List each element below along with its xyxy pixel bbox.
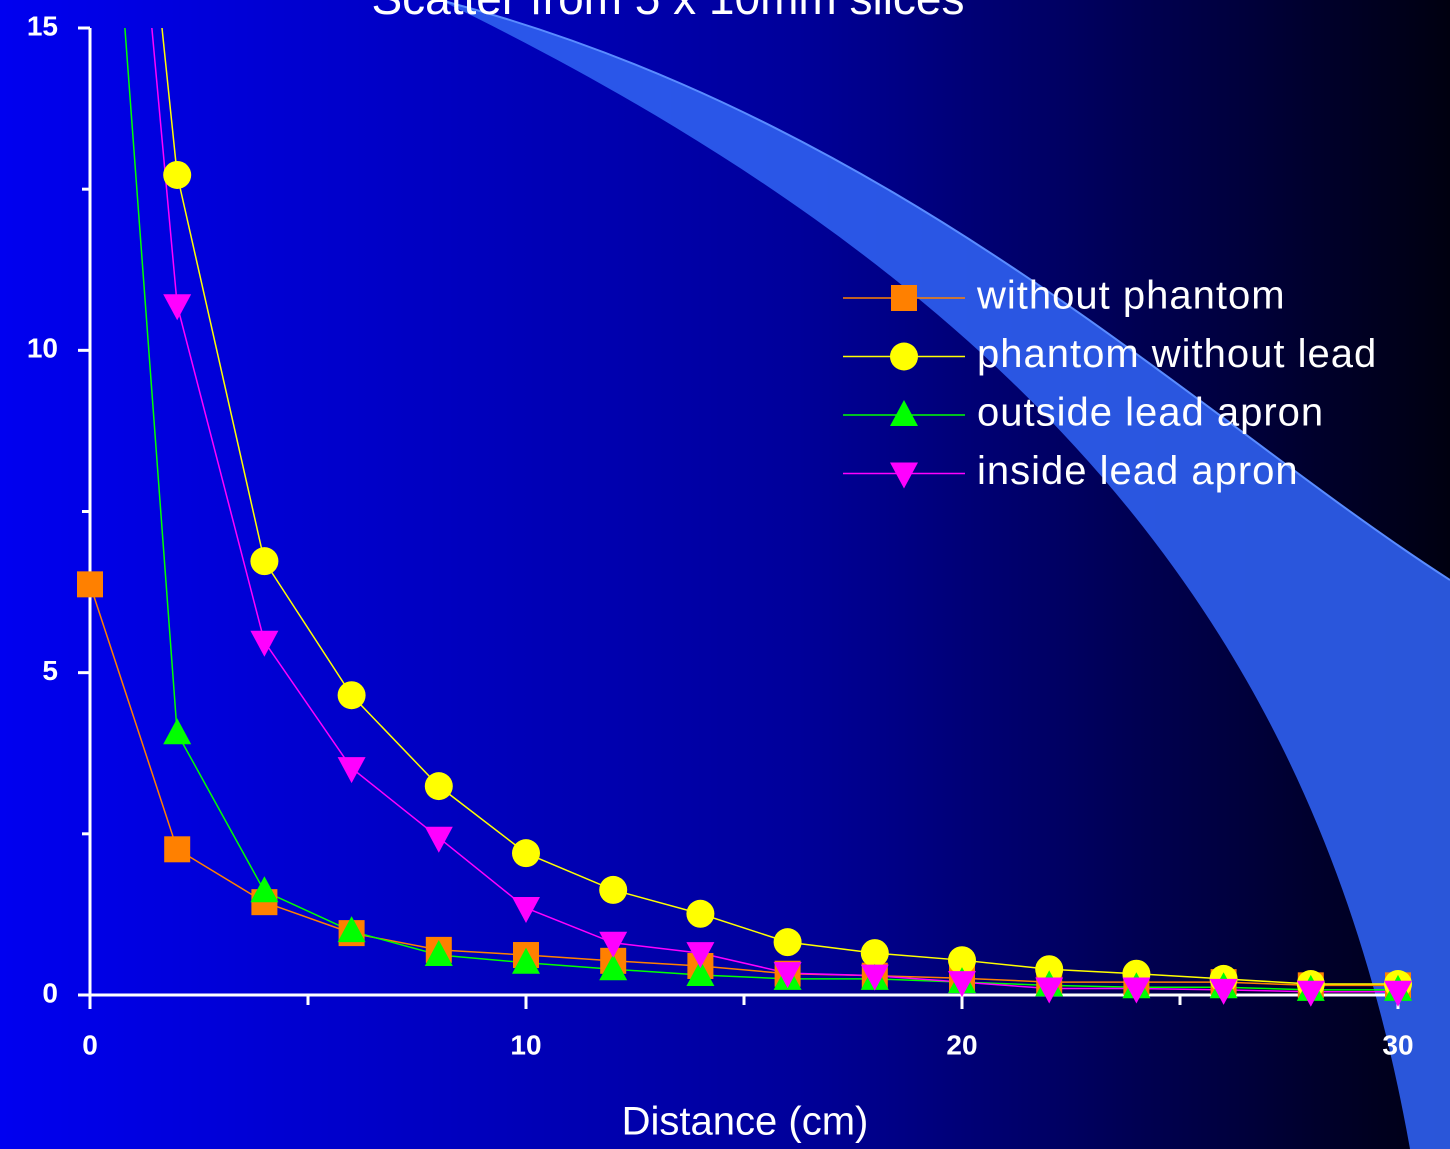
y-tick-label: 15 bbox=[27, 10, 58, 41]
x-axis-label: Distance (cm) bbox=[622, 1100, 869, 1144]
marker bbox=[250, 547, 278, 575]
chart-title: Scatter from 5 x 10mm slices bbox=[371, 0, 964, 24]
x-tick-label: 0 bbox=[82, 1029, 98, 1060]
x-tick-label: 20 bbox=[946, 1029, 977, 1060]
legend-label: inside lead apron bbox=[977, 449, 1299, 493]
legend-label: without phantom bbox=[976, 274, 1286, 318]
marker bbox=[891, 285, 917, 311]
marker bbox=[774, 928, 802, 956]
marker bbox=[164, 836, 190, 862]
y-tick-label: 0 bbox=[42, 977, 58, 1008]
marker bbox=[425, 772, 453, 800]
marker bbox=[512, 839, 540, 867]
x-tick-label: 10 bbox=[510, 1029, 541, 1060]
chart: Scatter from 5 x 10mm slices Distance (c… bbox=[0, 0, 1450, 1149]
x-tick-label: 30 bbox=[1382, 1029, 1413, 1060]
legend-label: phantom without lead bbox=[977, 332, 1377, 376]
marker bbox=[686, 900, 714, 928]
marker bbox=[861, 939, 889, 967]
y-tick-label: 10 bbox=[27, 333, 58, 364]
marker bbox=[338, 681, 366, 709]
marker bbox=[890, 343, 918, 371]
legend-label: outside lead apron bbox=[977, 391, 1324, 435]
marker bbox=[163, 161, 191, 189]
y-tick-label: 5 bbox=[42, 655, 58, 686]
marker bbox=[77, 571, 103, 597]
marker bbox=[599, 876, 627, 904]
